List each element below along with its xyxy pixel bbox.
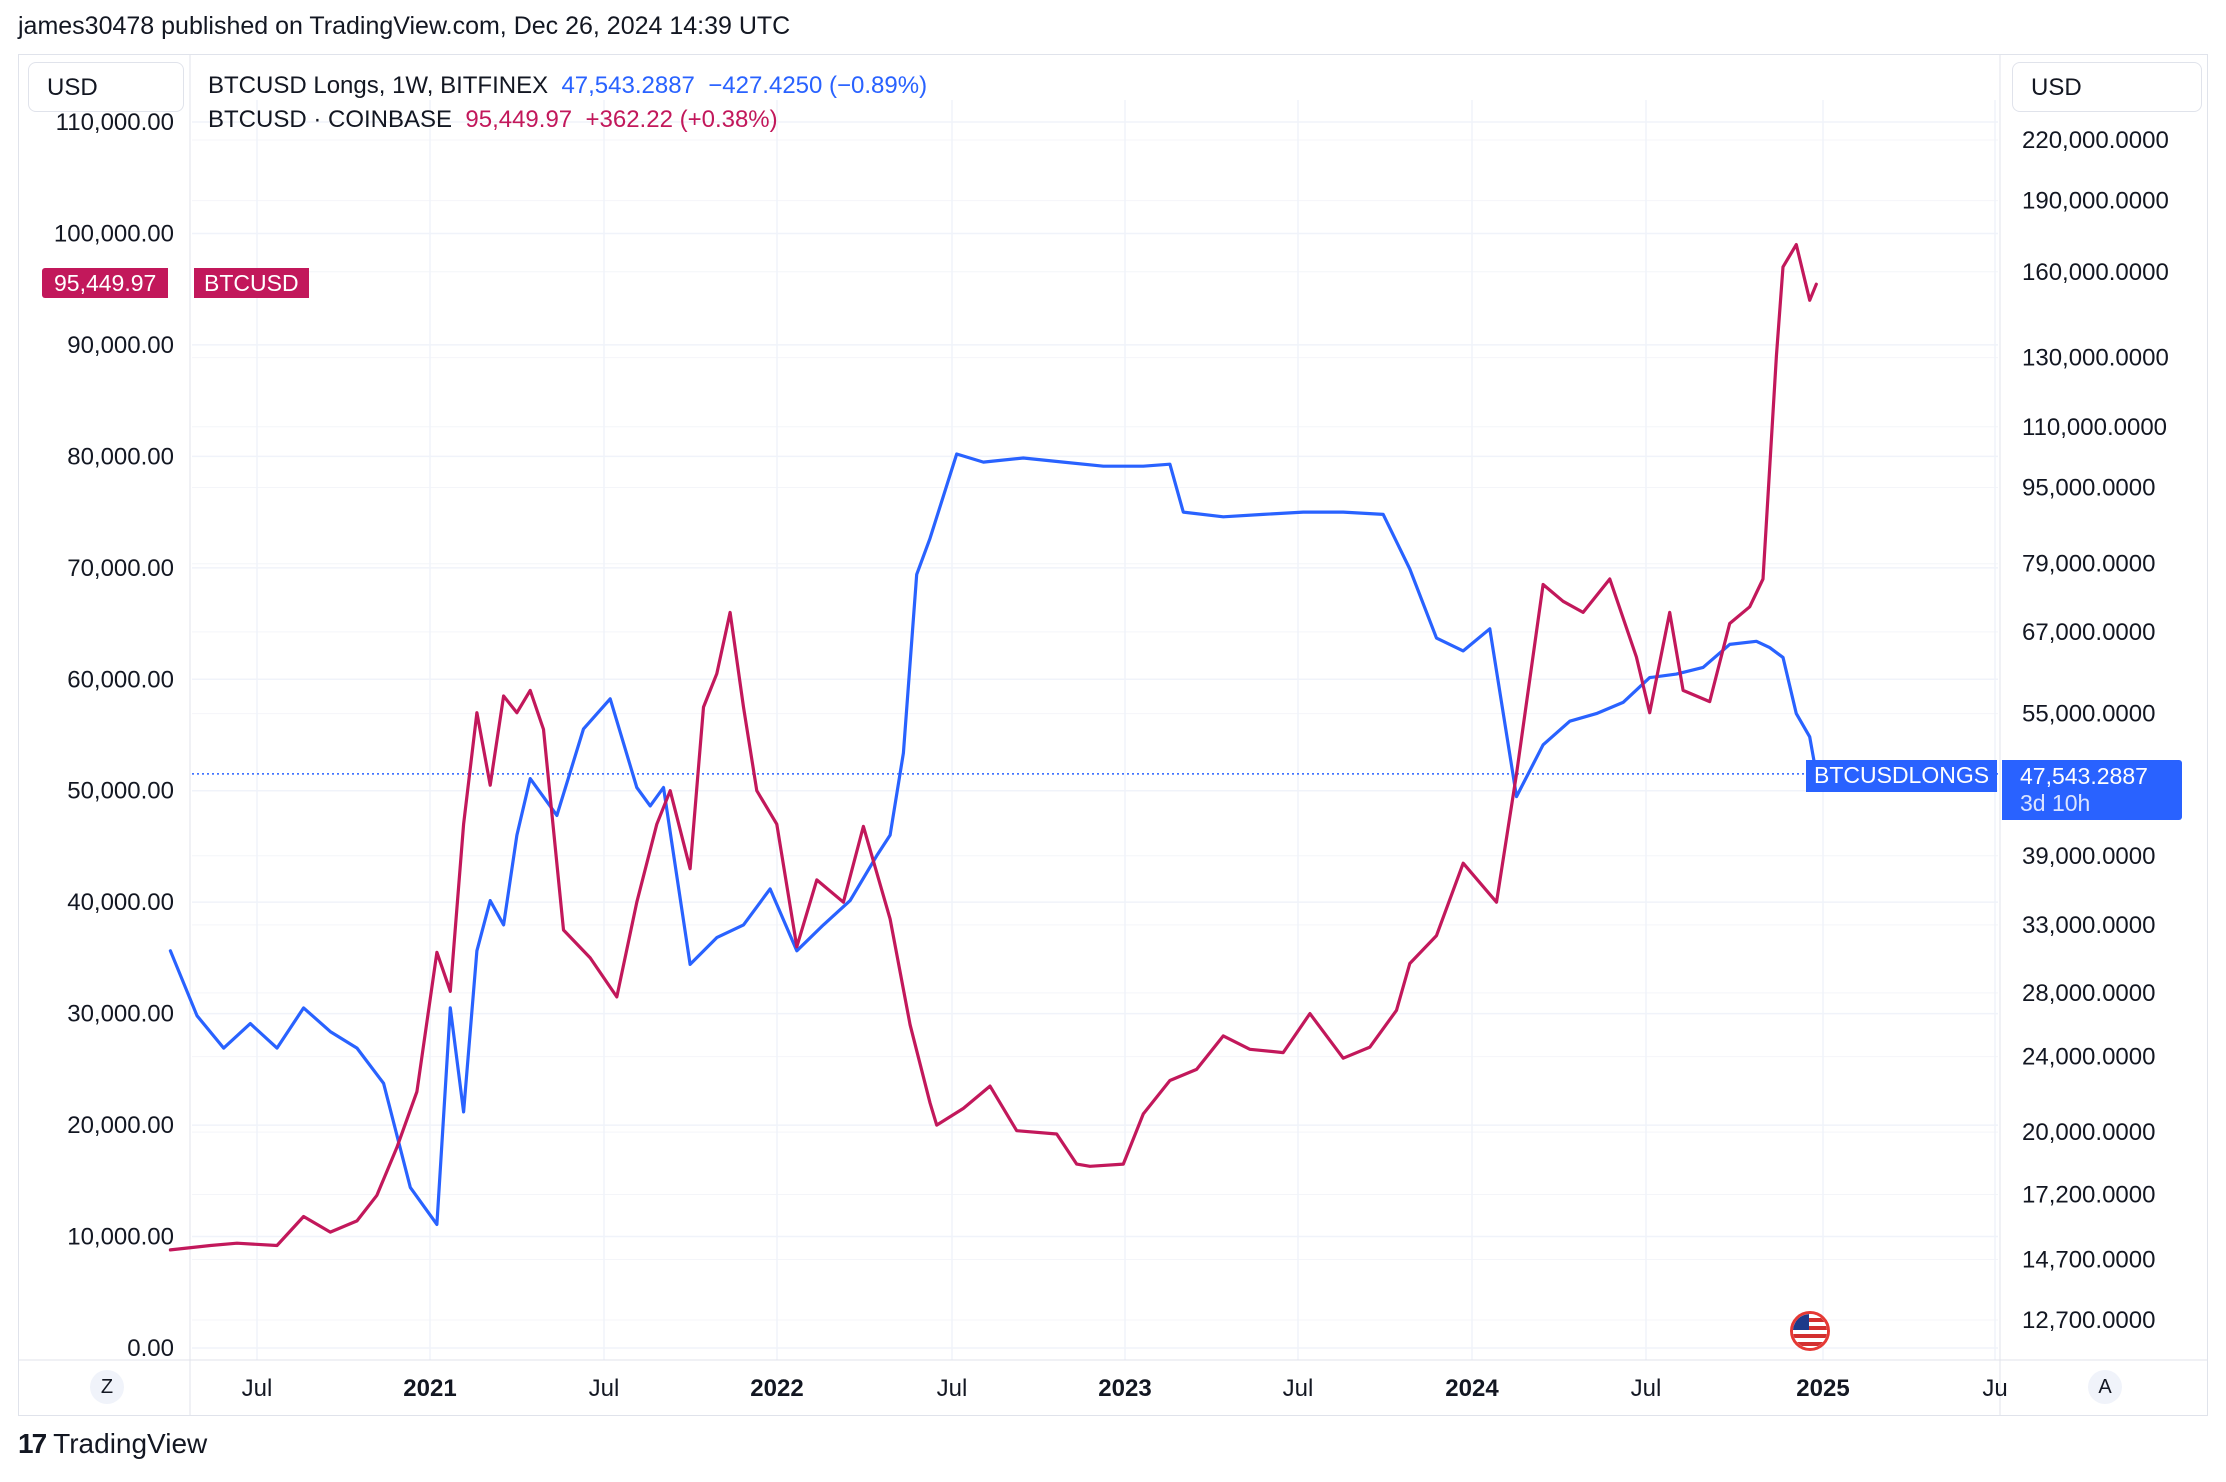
us-flag-icon[interactable] (1790, 1311, 1830, 1351)
time-axis: Jul 2021 Jul 2022 Jul 2023 Jul 2024 Jul 2025 Ju (242, 1375, 2008, 1402)
legend-longs-name: BTCUSD Longs, 1W, BITFINEX (208, 72, 549, 99)
left-axis-tick-label: 0.00 (127, 1335, 174, 1362)
x-axis-tick-label: 2024 (1445, 1375, 1499, 1402)
x-axis-tick-label: Jul (1631, 1375, 1662, 1402)
series-line-btcusd[interactable] (168, 243, 1818, 1252)
x-axis-tick-label: Ju (1982, 1375, 2007, 1402)
publisher-line: james30478 published on TradingView.com,… (18, 12, 791, 40)
series-lines (168, 243, 1818, 1252)
left-axis-tick-label: 50,000.00 (67, 778, 174, 805)
x-axis-tick-label: 2023 (1098, 1375, 1151, 1402)
left-price-axis: 0.00 10,000.00 20,000.00 30,000.00 40,000.00… (54, 109, 174, 1362)
right-axis-tick-label: 39,000.0000 (2022, 843, 2155, 870)
longs-price-tag: 47,543.2887 3d 10h (2002, 760, 2182, 820)
x-axis-tick-label: 2025 (1796, 1375, 1849, 1402)
longs-symbol-tag: BTCUSDLONGS (1806, 760, 1998, 792)
btcusd-price-tag: 95,449.97 (42, 268, 169, 298)
x-axis-tick-label: Jul (937, 1375, 968, 1402)
right-axis-tick-label: 160,000.0000 (2022, 259, 2169, 286)
left-axis-tick-label: 110,000.00 (56, 109, 174, 136)
x-axis-tick-label: Jul (242, 1375, 273, 1402)
left-unit-button[interactable]: USD (28, 62, 184, 112)
right-axis-tick-label: 220,000.0000 (2022, 127, 2169, 154)
legend-btcusd-change: +362.22 (+0.38%) (585, 106, 778, 133)
btcusd-symbol-tag: BTCUSD (192, 268, 309, 298)
series-line-btcusd-longs[interactable] (168, 452, 1818, 1227)
longs-countdown: 3d 10h (2020, 790, 2091, 816)
chart-frame (18, 54, 2208, 1416)
right-axis-tick-label: 33,000.0000 (2022, 912, 2155, 939)
left-axis-tick-label: 100,000.00 (54, 220, 174, 247)
right-axis-tick-label: 67,000.0000 (2022, 619, 2155, 646)
right-axis-tick-label: 28,000.0000 (2022, 980, 2155, 1007)
x-axis-tick-label: Jul (1283, 1375, 1314, 1402)
right-axis-tick-label: 24,000.0000 (2022, 1044, 2155, 1071)
legend-btcusd-value: 95,449.97 (465, 106, 573, 133)
left-axis-tick-label: 90,000.00 (67, 332, 174, 359)
right-unit-button[interactable]: USD (2012, 62, 2202, 112)
chart-grid (18, 54, 2208, 1416)
left-axis-tick-label: 70,000.00 (67, 555, 174, 582)
right-axis-tick-label: 79,000.0000 (2022, 551, 2155, 578)
legend-series-longs[interactable]: BTCUSD Longs, 1W, BITFINEX 47,543.2887 −… (208, 72, 927, 100)
legend-btcusd-name: BTCUSD · COINBASE (208, 106, 453, 133)
right-axis-tick-label: 20,000.0000 (2022, 1119, 2155, 1146)
legend-longs-change: −427.4250 (−0.89%) (708, 72, 928, 99)
timezone-button[interactable]: Z (90, 1370, 124, 1404)
legend-longs-value: 47,543.2887 (561, 72, 695, 99)
left-axis-tick-label: 30,000.00 (67, 1001, 174, 1028)
x-axis-tick-label: 2022 (750, 1375, 803, 1402)
x-axis-tick-label: 2021 (403, 1375, 456, 1402)
right-axis-tick-label: 130,000.0000 (2022, 345, 2169, 372)
right-axis-tick-label: 95,000.0000 (2022, 474, 2155, 501)
legend-series-btcusd[interactable]: BTCUSD · COINBASE 95,449.97 +362.22 (+0.… (208, 106, 778, 134)
right-axis-tick-label: 12,700.0000 (2022, 1307, 2155, 1334)
right-price-axis: 12,700.0000 14,700.0000 17,200.0000 20,000.… (2022, 127, 2169, 1334)
auto-scale-button[interactable]: A (2088, 1370, 2122, 1404)
x-axis-tick-label: Jul (589, 1375, 620, 1402)
right-axis-tick-label: 17,200.0000 (2022, 1182, 2155, 1209)
right-axis-tick-label: 110,000.0000 (2022, 414, 2167, 441)
right-axis-tick-label: 55,000.0000 (2022, 701, 2155, 728)
left-axis-tick-label: 20,000.00 (67, 1112, 174, 1139)
footer-brand-name: TradingView (53, 1428, 208, 1459)
longs-price-value: 47,543.2887 (2020, 763, 2148, 789)
tradingview-logo-icon: 17 (18, 1428, 47, 1459)
right-axis-tick-label: 190,000.0000 (2022, 188, 2169, 215)
left-axis-tick-label: 60,000.00 (67, 666, 174, 693)
left-axis-tick-label: 80,000.00 (67, 443, 174, 470)
right-axis-tick-label: 14,700.0000 (2022, 1246, 2155, 1273)
left-axis-tick-label: 10,000.00 (67, 1224, 174, 1251)
footer-brand[interactable]: 17 TradingView (18, 1428, 207, 1460)
left-axis-tick-label: 40,000.00 (67, 889, 174, 916)
